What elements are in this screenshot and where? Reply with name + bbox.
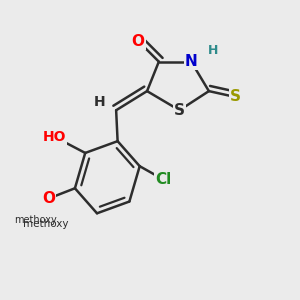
- Text: O: O: [42, 191, 55, 206]
- Text: H: H: [94, 95, 106, 109]
- Text: HO: HO: [43, 130, 66, 144]
- Text: N: N: [185, 54, 198, 69]
- Text: Cl: Cl: [155, 172, 171, 187]
- Text: S: S: [230, 89, 241, 104]
- Text: methoxy: methoxy: [14, 215, 56, 225]
- Text: S: S: [174, 103, 185, 118]
- Text: methoxy: methoxy: [23, 219, 68, 229]
- Text: H: H: [207, 44, 218, 57]
- Text: O: O: [132, 34, 145, 49]
